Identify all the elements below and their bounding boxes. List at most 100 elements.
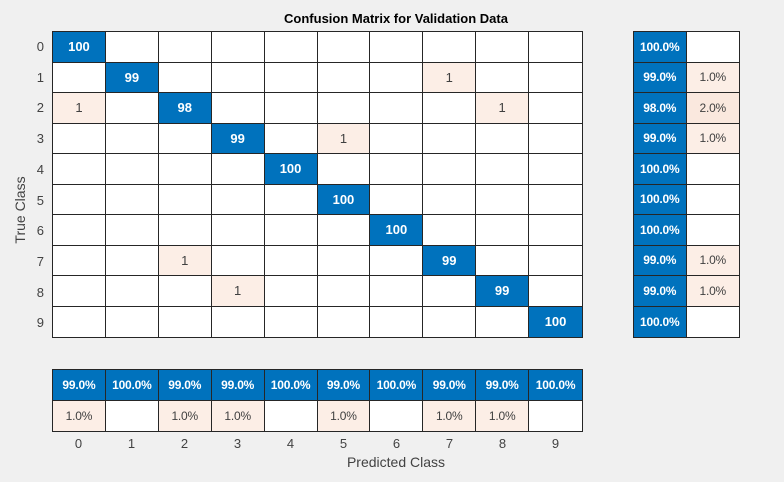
y-tick-label: 0 bbox=[36, 39, 44, 54]
matrix-cell bbox=[317, 154, 371, 185]
column-summary-incorrect-cell bbox=[105, 400, 159, 431]
matrix-cell bbox=[423, 32, 477, 63]
matrix-cell: 1 bbox=[317, 123, 371, 154]
matrix-cell bbox=[211, 154, 265, 185]
matrix-cell bbox=[423, 184, 477, 215]
y-tick-label: 3 bbox=[36, 131, 44, 147]
matrix-cell bbox=[476, 154, 530, 185]
matrix-cell bbox=[211, 93, 265, 124]
matrix-cell bbox=[53, 306, 106, 337]
matrix-cell bbox=[264, 123, 318, 154]
matrix-cell bbox=[529, 276, 582, 307]
row-summary-correct-cell: 100.0% bbox=[634, 154, 687, 185]
column-summary-incorrect-cell: 1.0% bbox=[53, 400, 106, 431]
matrix-cell bbox=[105, 93, 159, 124]
matrix-cell bbox=[105, 245, 159, 276]
matrix-cell bbox=[476, 62, 530, 93]
column-summary-incorrect-cell bbox=[370, 400, 424, 431]
y-axis-label: True Class bbox=[12, 176, 28, 244]
row-summary-incorrect-cell bbox=[686, 154, 739, 185]
y-tick-label: 9 bbox=[36, 315, 44, 331]
matrix-cell bbox=[476, 215, 530, 246]
matrix-cell bbox=[264, 184, 318, 215]
column-summary-correct-cell: 99.0% bbox=[158, 370, 212, 401]
matrix-cell bbox=[370, 123, 424, 154]
matrix-cell bbox=[317, 306, 371, 337]
matrix-cell bbox=[211, 215, 265, 246]
matrix-cell bbox=[476, 306, 530, 337]
matrix-cell bbox=[317, 245, 371, 276]
matrix-cell: 100 bbox=[529, 306, 582, 337]
matrix-cell: 100 bbox=[264, 154, 318, 185]
column-summary-correct-cell: 100.0% bbox=[264, 370, 318, 401]
row-summary-correct-cell: 99.0% bbox=[634, 245, 687, 276]
confusion-matrix-grid: 100 99 1 1 98 1 99 1 100 100 100 1 99 1 99 100 bbox=[52, 31, 583, 338]
row-summary-incorrect-cell bbox=[686, 32, 739, 63]
matrix-cell bbox=[529, 32, 582, 63]
x-tick-label: 4 bbox=[286, 436, 295, 451]
matrix-cell bbox=[211, 62, 265, 93]
y-tick-label: 4 bbox=[36, 161, 44, 177]
matrix-cell bbox=[317, 62, 371, 93]
matrix-cell bbox=[317, 32, 371, 63]
row-summary-correct-cell: 98.0% bbox=[634, 93, 687, 124]
matrix-cell bbox=[476, 123, 530, 154]
matrix-cell bbox=[53, 245, 106, 276]
y-tick-label: 5 bbox=[36, 192, 44, 208]
row-summary-incorrect-cell bbox=[686, 306, 739, 337]
matrix-cell: 1 bbox=[158, 245, 212, 276]
matrix-cell bbox=[264, 215, 318, 246]
column-summary-incorrect-cell: 1.0% bbox=[476, 400, 530, 431]
matrix-cell: 1 bbox=[53, 93, 106, 124]
matrix-cell bbox=[105, 32, 159, 63]
row-summary-incorrect-cell: 2.0% bbox=[686, 93, 739, 124]
matrix-cell bbox=[105, 184, 159, 215]
x-tick-label: 0 bbox=[74, 436, 83, 451]
matrix-cell bbox=[105, 215, 159, 246]
matrix-cell: 98 bbox=[158, 93, 212, 124]
matrix-cell bbox=[158, 62, 212, 93]
matrix-cell bbox=[158, 123, 212, 154]
matrix-cell: 1 bbox=[211, 276, 265, 307]
matrix-cell bbox=[476, 32, 530, 63]
x-tick-label: 7 bbox=[445, 436, 454, 451]
row-summary-correct-cell: 99.0% bbox=[634, 123, 687, 154]
y-tick-label: 6 bbox=[36, 223, 44, 239]
column-summary-correct-cell: 99.0% bbox=[423, 370, 477, 401]
matrix-cell: 1 bbox=[423, 62, 477, 93]
x-tick-label: 1 bbox=[127, 436, 136, 451]
matrix-cell bbox=[53, 62, 106, 93]
row-summary-correct-cell: 100.0% bbox=[634, 306, 687, 337]
row-summary-correct-cell: 99.0% bbox=[634, 62, 687, 93]
matrix-cell bbox=[53, 276, 106, 307]
matrix-cell bbox=[158, 215, 212, 246]
row-summary-incorrect-cell: 1.0% bbox=[686, 62, 739, 93]
matrix-cell bbox=[423, 215, 477, 246]
y-tick-label: 8 bbox=[36, 284, 44, 300]
column-summary-incorrect-cell: 1.0% bbox=[423, 400, 477, 431]
matrix-cell bbox=[529, 123, 582, 154]
matrix-cell: 100 bbox=[317, 184, 371, 215]
row-summary-incorrect-cell: 1.0% bbox=[686, 276, 739, 307]
row-summary-incorrect-cell: 1.0% bbox=[686, 123, 739, 154]
matrix-cell: 100 bbox=[370, 215, 424, 246]
x-tick-label: 2 bbox=[180, 436, 189, 451]
matrix-cell bbox=[158, 306, 212, 337]
column-summary-incorrect-cell: 1.0% bbox=[317, 400, 371, 431]
matrix-cell bbox=[53, 184, 106, 215]
matrix-cell bbox=[423, 276, 477, 307]
row-summary-incorrect-cell: 1.0% bbox=[686, 245, 739, 276]
matrix-cell bbox=[423, 306, 477, 337]
row-summary-panel: 100.0% 99.0% 1.0% 98.0% 2.0% 99.0% 1.0% 100.0% 1… bbox=[633, 31, 740, 338]
matrix-cell bbox=[317, 276, 371, 307]
matrix-cell bbox=[158, 184, 212, 215]
matrix-cell bbox=[264, 93, 318, 124]
matrix-cell: 99 bbox=[476, 276, 530, 307]
matrix-cell bbox=[158, 154, 212, 185]
column-summary-correct-cell: 100.0% bbox=[105, 370, 159, 401]
matrix-cell bbox=[317, 93, 371, 124]
matrix-cell bbox=[211, 245, 265, 276]
matrix-cell bbox=[423, 154, 477, 185]
column-summary-correct-cell: 99.0% bbox=[476, 370, 530, 401]
matrix-cell bbox=[158, 276, 212, 307]
